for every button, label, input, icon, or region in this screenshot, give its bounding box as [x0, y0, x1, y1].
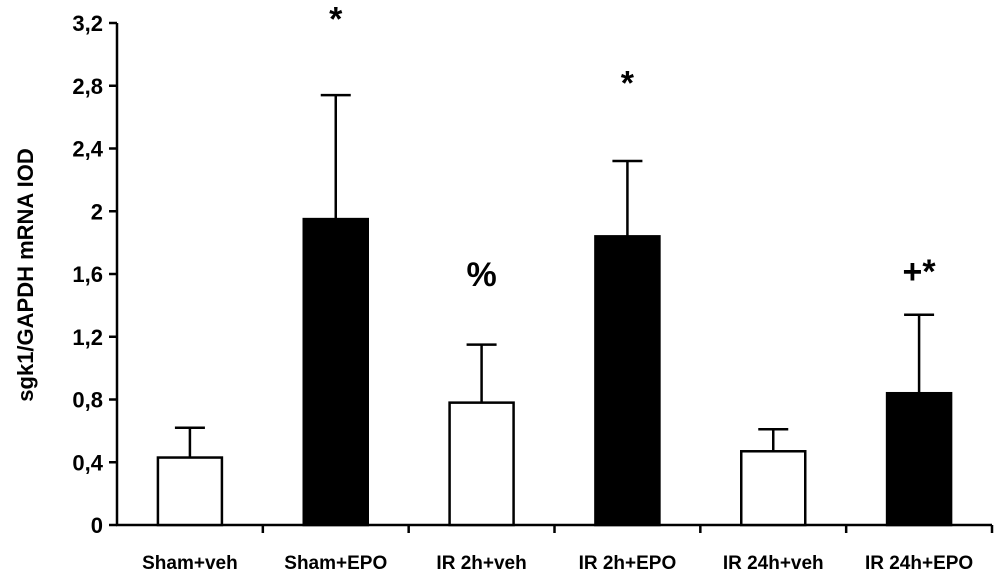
bar [156, 456, 224, 527]
axes [109, 21, 994, 533]
bar [740, 450, 807, 527]
y-tick-label: 3,2 [72, 11, 103, 36]
x-tick-label: IR 24h+EPO [865, 553, 973, 574]
annotations: *% * +* [329, 0, 936, 294]
bar [302, 217, 369, 527]
significance-marker: % [466, 256, 496, 294]
x-tick-label: Sham+veh [142, 553, 238, 574]
x-tick-label: IR 24h+veh [723, 553, 824, 574]
bar [594, 235, 661, 527]
y-tick-labels: 0 0,4 0,8 1,2 1,6 2 2,4 2,8 3,2 [72, 11, 103, 538]
bars [156, 217, 953, 527]
y-tick-label: 1,2 [72, 325, 103, 350]
y-tick-label: 0 [91, 513, 103, 538]
x-tick-label: Sham+EPO [284, 553, 387, 574]
significance-marker: * [329, 0, 343, 38]
significance-marker: +* [903, 253, 937, 291]
x-tick-label: IR 2h+EPO [579, 553, 677, 574]
x-tick-labels: Sham+veh Sham+EPO IR 2h+veh IR 2h+EPO IR 24h… [142, 553, 973, 574]
bar [885, 391, 953, 527]
y-tick-label: 2,8 [72, 74, 103, 99]
y-tick-label: 2 [91, 199, 103, 224]
significance-marker: * [621, 65, 635, 103]
bar [448, 401, 515, 527]
y-tick-label: 2,4 [72, 137, 103, 162]
x-tick-label: IR 2h+veh [436, 553, 526, 574]
y-tick-label: 0,8 [72, 388, 103, 413]
y-tick-label: 0,4 [72, 450, 103, 475]
y-axis-title: sgk1/GAPDH mRNA IOD [13, 148, 38, 401]
y-tick-label: 1,6 [72, 262, 103, 287]
error-bars [174, 93, 935, 458]
